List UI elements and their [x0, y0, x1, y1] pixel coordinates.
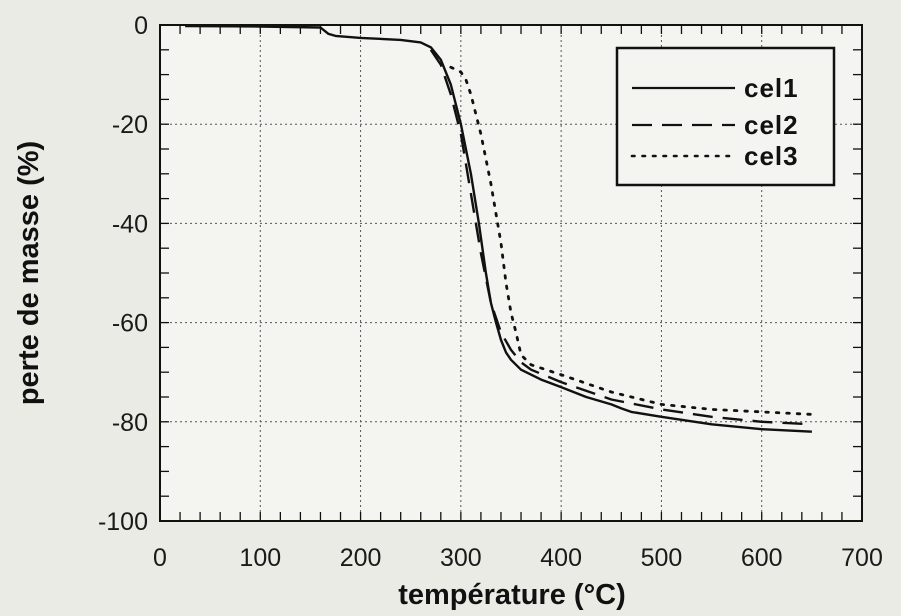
y-tick-label: -100 — [98, 508, 148, 536]
x-axis-title: température (°C) — [398, 579, 626, 611]
y-axis-title: perte de masse (%) — [13, 141, 45, 405]
x-tick-label: 400 — [540, 544, 582, 572]
series-line-cel3 — [449, 65, 814, 416]
y-tick-label: -60 — [112, 310, 148, 338]
x-tick-label: 0 — [153, 544, 167, 572]
y-tick-label: -80 — [112, 409, 148, 437]
legend-label-cel1: cel1 — [744, 73, 799, 103]
x-tick-label: 200 — [340, 544, 382, 572]
series-group — [185, 24, 814, 433]
legend-label-cel2: cel2 — [744, 110, 799, 140]
x-tick-label: 700 — [841, 544, 883, 572]
y-tick-label: 0 — [134, 12, 148, 40]
legend-label-cel3: cel3 — [744, 141, 799, 171]
y-tick-labels: 0 -20 -40 -60 -80 -100 — [98, 12, 148, 536]
series-line-cel1 — [185, 24, 812, 433]
legend: cel1 cel2 cel3 — [615, 46, 836, 187]
legend-box — [615, 46, 836, 187]
y-tick-label: -40 — [112, 210, 148, 238]
x-tick-label: 600 — [741, 544, 783, 572]
y-tick-label: -20 — [112, 111, 148, 139]
x-tick-label: 300 — [440, 544, 482, 572]
plot-frame — [159, 24, 863, 522]
x-tick-label: 500 — [641, 544, 683, 572]
x-tick-label: 100 — [239, 544, 281, 572]
series-line-cel2 — [429, 49, 812, 426]
x-tick-labels: 0 100 200 300 400 500 600 700 — [153, 544, 883, 572]
